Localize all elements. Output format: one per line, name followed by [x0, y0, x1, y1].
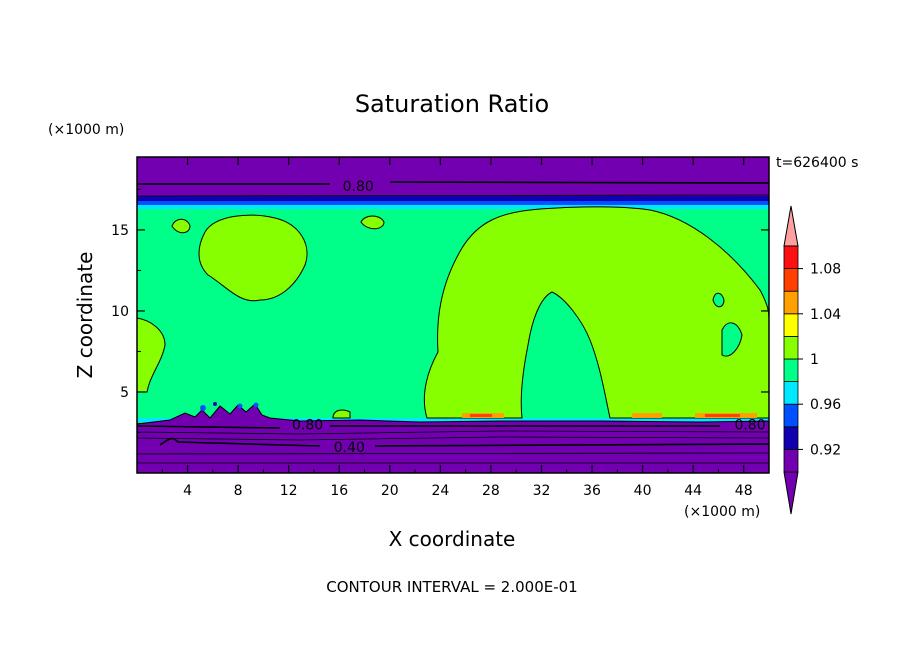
- speck-blue-4: [213, 402, 217, 406]
- colorbar: 1.08 1.04 1 0.96 0.92: [783, 205, 841, 515]
- time-label: t=626400 s: [776, 155, 858, 171]
- y-tick-label: 15: [111, 223, 129, 239]
- region-above-one-left-blob: [198, 214, 308, 302]
- x-tick-label: 8: [234, 483, 243, 499]
- plot-area: 0.80 0.80 0.80 0.40: [136, 156, 770, 474]
- contour-line-top: [137, 181, 769, 185]
- colorbar-label: 1.04: [810, 307, 841, 323]
- x-tick-label: 48: [735, 483, 753, 499]
- colorbar-swatch: [783, 381, 799, 405]
- colorbar-swatch: [783, 448, 799, 473]
- colorbar-label: 0.96: [810, 397, 841, 413]
- contour-label: 0.80: [734, 417, 765, 433]
- x-tick-label: 32: [533, 483, 551, 499]
- contour-label: 0.80: [292, 417, 323, 433]
- x-tick-label: 16: [330, 483, 348, 499]
- contour-label: 0.80: [343, 179, 374, 195]
- x-axis-ticks: 4 8 12 16 20 24 28 32 36 40 44 48: [161, 157, 753, 499]
- region-band-cyan: [137, 205, 769, 211]
- contour-line-lower-thin-2: [137, 436, 769, 441]
- region-warm-1b: [470, 414, 492, 417]
- contour-label: 0.40: [334, 440, 365, 456]
- y-tick-label: 10: [111, 304, 129, 320]
- region-above-one-small-1: [171, 218, 191, 234]
- x-tick-label: 20: [381, 483, 399, 499]
- colorbar-swatch: [783, 268, 799, 292]
- colorbar-swatch: [783, 290, 799, 315]
- chart-title: Saturation Ratio: [355, 90, 549, 118]
- region-above-one-lower-left: [332, 409, 351, 419]
- speck-blue-1: [200, 405, 206, 411]
- x-tick-label: 28: [482, 483, 500, 499]
- contour-line-040: [159, 437, 769, 447]
- y-axis-label: Z coordinate: [73, 252, 97, 379]
- x-tick-label: 44: [684, 483, 702, 499]
- contour-interval-note: CONTOUR INTERVAL = 2.000E-01: [326, 578, 577, 596]
- speck-blue-2: [237, 403, 243, 409]
- colorbar-label: 1.08: [810, 262, 841, 278]
- x-unit-label: (×1000 m): [684, 504, 760, 520]
- speck-blue-3: [253, 402, 259, 408]
- x-tick-label: 40: [634, 483, 652, 499]
- region-lower-cyan: [137, 418, 769, 422]
- y-unit-label: (×1000 m): [48, 122, 124, 138]
- region-above-one-arch: [423, 206, 769, 419]
- y-axis-ticks: 5 10 15: [111, 188, 769, 433]
- x-tick-label: 36: [583, 483, 601, 499]
- region-warm-3b: [705, 414, 740, 417]
- region-warm-2: [632, 413, 662, 418]
- y-tick-label: 5: [120, 385, 129, 401]
- contour-line-lower-thin: [137, 430, 769, 435]
- contour-line-cap: [137, 194, 769, 197]
- x-axis-label: X coordinate: [389, 527, 516, 551]
- contour-line-bottom-thin: [137, 452, 769, 455]
- colorbar-swatch: [783, 313, 799, 337]
- colorbar-swatch: [783, 245, 799, 270]
- x-tick-label: 4: [183, 483, 192, 499]
- plot-frame: [136, 156, 770, 474]
- colorbar-min-triangle: [783, 471, 799, 515]
- colorbar-swatch: [783, 335, 799, 360]
- x-tick-label: 12: [280, 483, 298, 499]
- colorbar-label: 1: [810, 352, 819, 368]
- colorbar-swatch: [783, 426, 799, 450]
- contour-line-lower-080: [137, 425, 720, 429]
- x-tick-label: 24: [431, 483, 449, 499]
- colorbar-label: 0.92: [810, 442, 841, 458]
- region-above-one-left-edge: [137, 317, 166, 393]
- region-near-one-right-blob-1: [712, 292, 725, 308]
- contour-labels: 0.80 0.80 0.80 0.40: [292, 179, 766, 456]
- region-above-one-small-2: [360, 215, 385, 230]
- colorbar-max-triangle: [783, 205, 799, 247]
- colorbar-swatch: [783, 358, 799, 383]
- colorbar-swatch: [783, 403, 799, 428]
- region-near-one-right-blob-2: [721, 322, 743, 357]
